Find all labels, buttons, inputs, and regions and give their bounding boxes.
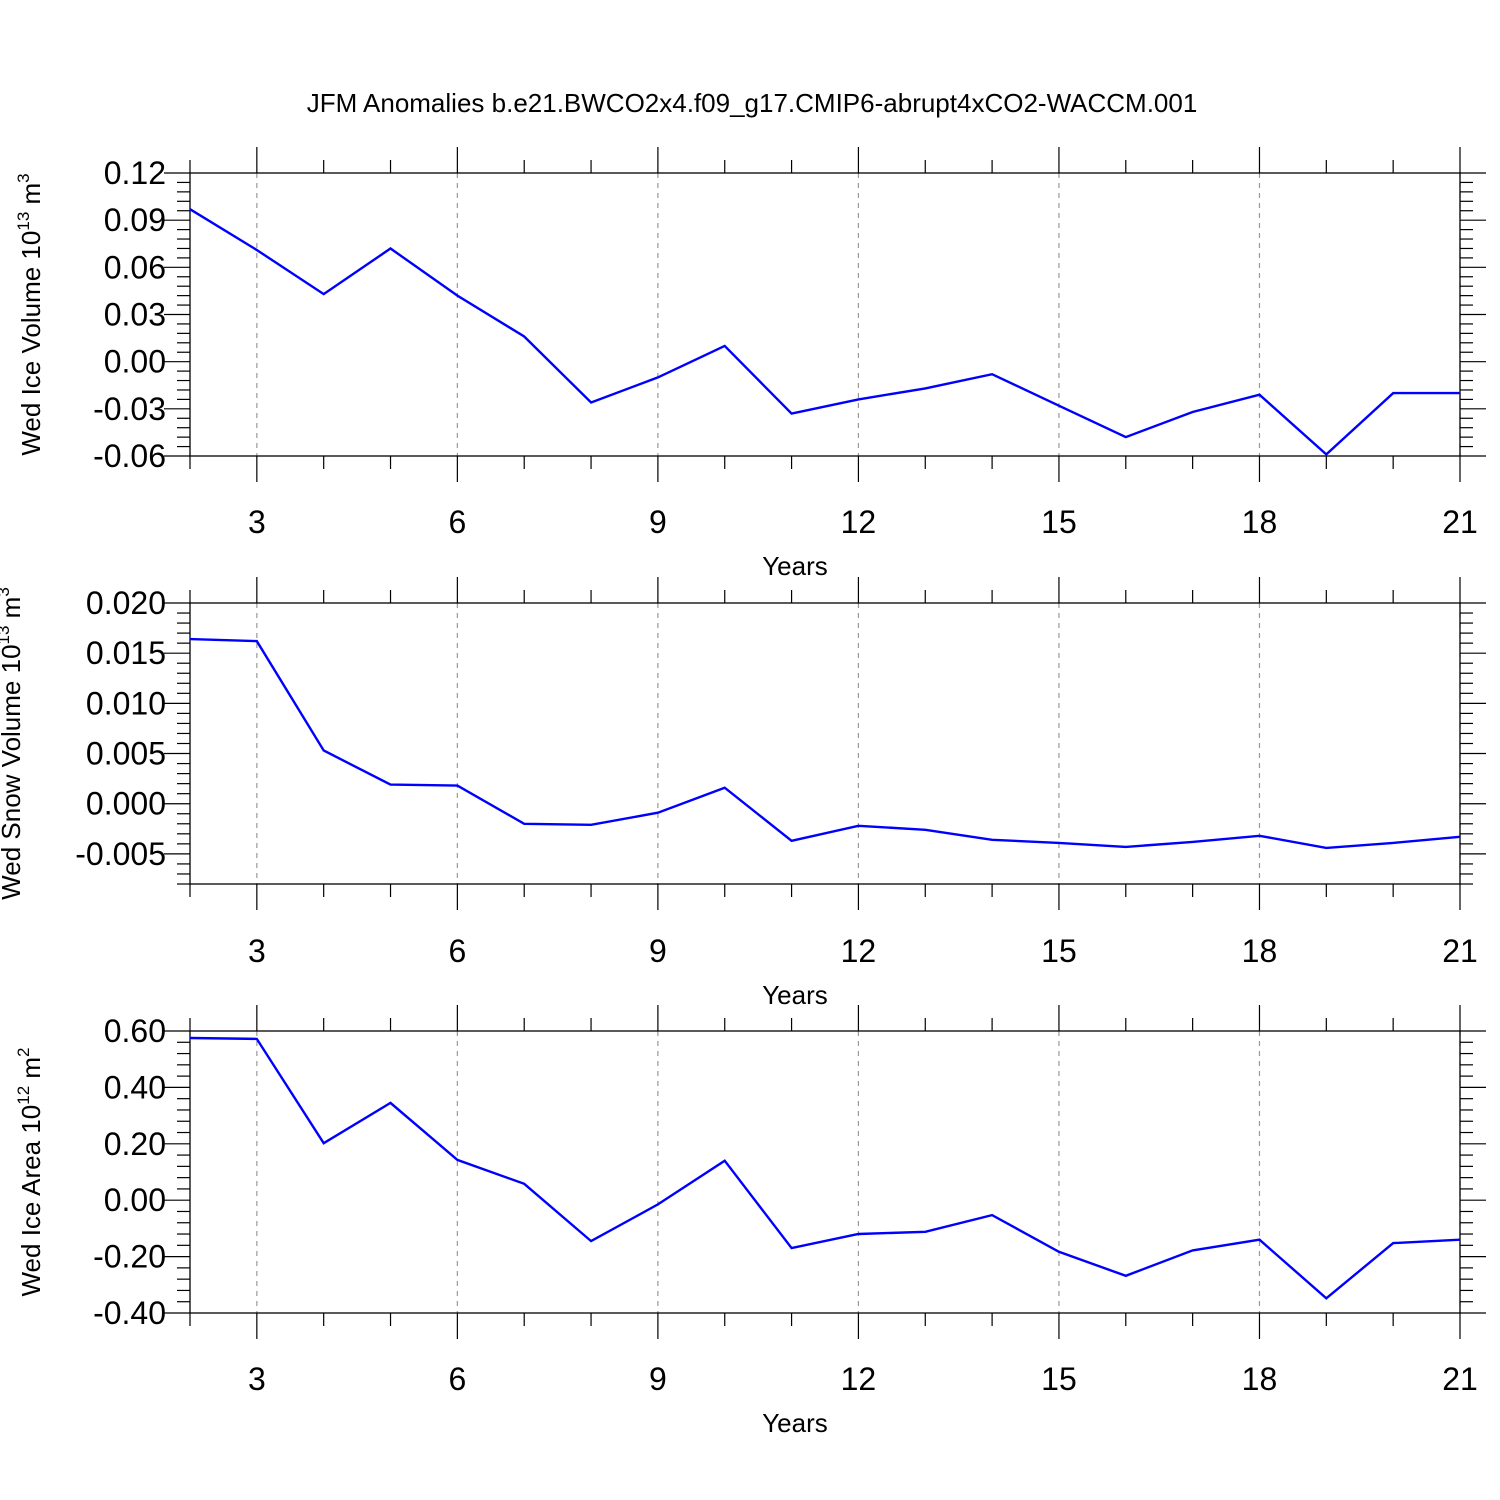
y-axis-label-exponent: 2	[14, 1047, 33, 1056]
x-tick-label: 9	[649, 1361, 667, 1397]
x-tick-label: 21	[1442, 504, 1478, 540]
series-line	[189, 208, 1460, 457]
y-axis-label-exponent: 3	[14, 173, 33, 182]
x-tick-label: 12	[841, 504, 877, 540]
y-axis-label: Wed Ice Volume 1013 m3	[14, 173, 46, 455]
y-tick-label: 0.000	[86, 786, 166, 822]
y-tick-label: -0.005	[75, 836, 166, 872]
x-tick-label: 12	[841, 1361, 877, 1397]
y-axis-label-exponent: 13	[0, 626, 13, 645]
plot-frame	[189, 172, 1461, 457]
series-line	[189, 1036, 1461, 1300]
y-tick-label: -0.40	[93, 1295, 166, 1331]
y-axis-label: Wed Ice Area 1012 m2	[14, 1047, 46, 1296]
y-axis-label-part: m	[0, 597, 26, 626]
x-tick-label: 9	[649, 933, 667, 969]
y-axis-label-part: m	[16, 1057, 46, 1086]
y-axis-label: Wed Snow Volume 1013 m3	[0, 587, 26, 900]
y-tick-label: 0.40	[104, 1069, 166, 1105]
y-tick-label: 0.60	[104, 1013, 166, 1049]
x-axis-label: Years	[762, 551, 828, 581]
y-tick-label: -0.03	[93, 391, 166, 427]
chart-title: JFM Anomalies b.e21.BWCO2x4.f09_g17.CMIP…	[307, 88, 1198, 118]
y-tick-label: 0.00	[104, 1182, 166, 1218]
x-tick-label: 21	[1442, 1361, 1478, 1397]
series-line	[189, 637, 1461, 850]
x-tick-label: 18	[1242, 504, 1278, 540]
x-tick-label: 15	[1041, 504, 1077, 540]
y-tick-label: 0.00	[104, 344, 166, 380]
y-tick-label: -0.20	[93, 1239, 166, 1275]
x-tick-label: 6	[448, 1361, 466, 1397]
y-tick-label: 0.010	[86, 685, 166, 721]
y-axis-label-exponent: 12	[14, 1086, 33, 1105]
y-tick-label: 0.06	[104, 249, 166, 285]
x-tick-label: 9	[649, 504, 667, 540]
x-axis-label: Years	[762, 980, 828, 1010]
y-tick-label: 0.020	[86, 585, 166, 621]
y-axis-label-part: m	[16, 183, 46, 212]
y-tick-label: 0.12	[104, 155, 166, 191]
plot-frame	[189, 602, 1461, 885]
panels: -0.06 -0.03 0.00 0.03 0.06 0.09 0.12 3 6 9 12 15 18 2…	[0, 147, 1486, 1438]
y-axis-label-part: Wed Ice Area 10	[16, 1105, 46, 1297]
y-axis-label-exponent: 13	[14, 212, 33, 231]
x-tick-label: 21	[1442, 933, 1478, 969]
plot-frame	[189, 1030, 1461, 1314]
panel-2: -0.005 0.000 0.005 0.010 0.015 0.020 3 6 9 12 15 18…	[0, 577, 1486, 1010]
y-tick-label: 0.20	[104, 1126, 166, 1162]
y-tick-label: 0.03	[104, 297, 166, 333]
x-tick-label: 6	[448, 504, 466, 540]
y-axis-label-part: Wed Ice Volume 10	[16, 231, 46, 456]
y-axis-label-exponent: 3	[0, 587, 13, 596]
y-tick-label: 0.09	[104, 202, 166, 238]
panel-1: -0.06 -0.03 0.00 0.03 0.06 0.09 0.12 3 6 9 12 15 18 2…	[14, 147, 1486, 581]
x-tick-label: 18	[1242, 933, 1278, 969]
x-tick-label: 12	[841, 933, 877, 969]
y-axis-label-part: Wed Snow Volume 10	[0, 644, 26, 899]
x-tick-label: 3	[248, 1361, 266, 1397]
y-tick-label: 0.015	[86, 635, 166, 671]
y-tick-label: -0.06	[93, 438, 166, 474]
x-tick-label: 15	[1041, 1361, 1077, 1397]
panel-3: -0.40 -0.20 0.00 0.20 0.40 0.60 3 6 9 12 15 18 21 Yea…	[14, 1005, 1486, 1438]
x-tick-label: 3	[248, 933, 266, 969]
x-axis-label: Years	[762, 1408, 828, 1438]
y-tick-label: 0.005	[86, 736, 166, 772]
x-tick-label: 3	[248, 504, 266, 540]
x-tick-label: 6	[448, 933, 466, 969]
x-tick-label: 18	[1242, 1361, 1278, 1397]
x-tick-label: 15	[1041, 933, 1077, 969]
